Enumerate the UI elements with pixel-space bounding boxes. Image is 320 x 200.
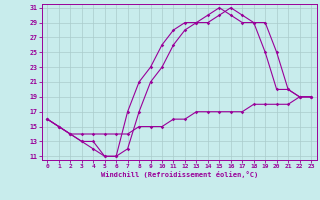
X-axis label: Windchill (Refroidissement éolien,°C): Windchill (Refroidissement éolien,°C) xyxy=(100,171,258,178)
